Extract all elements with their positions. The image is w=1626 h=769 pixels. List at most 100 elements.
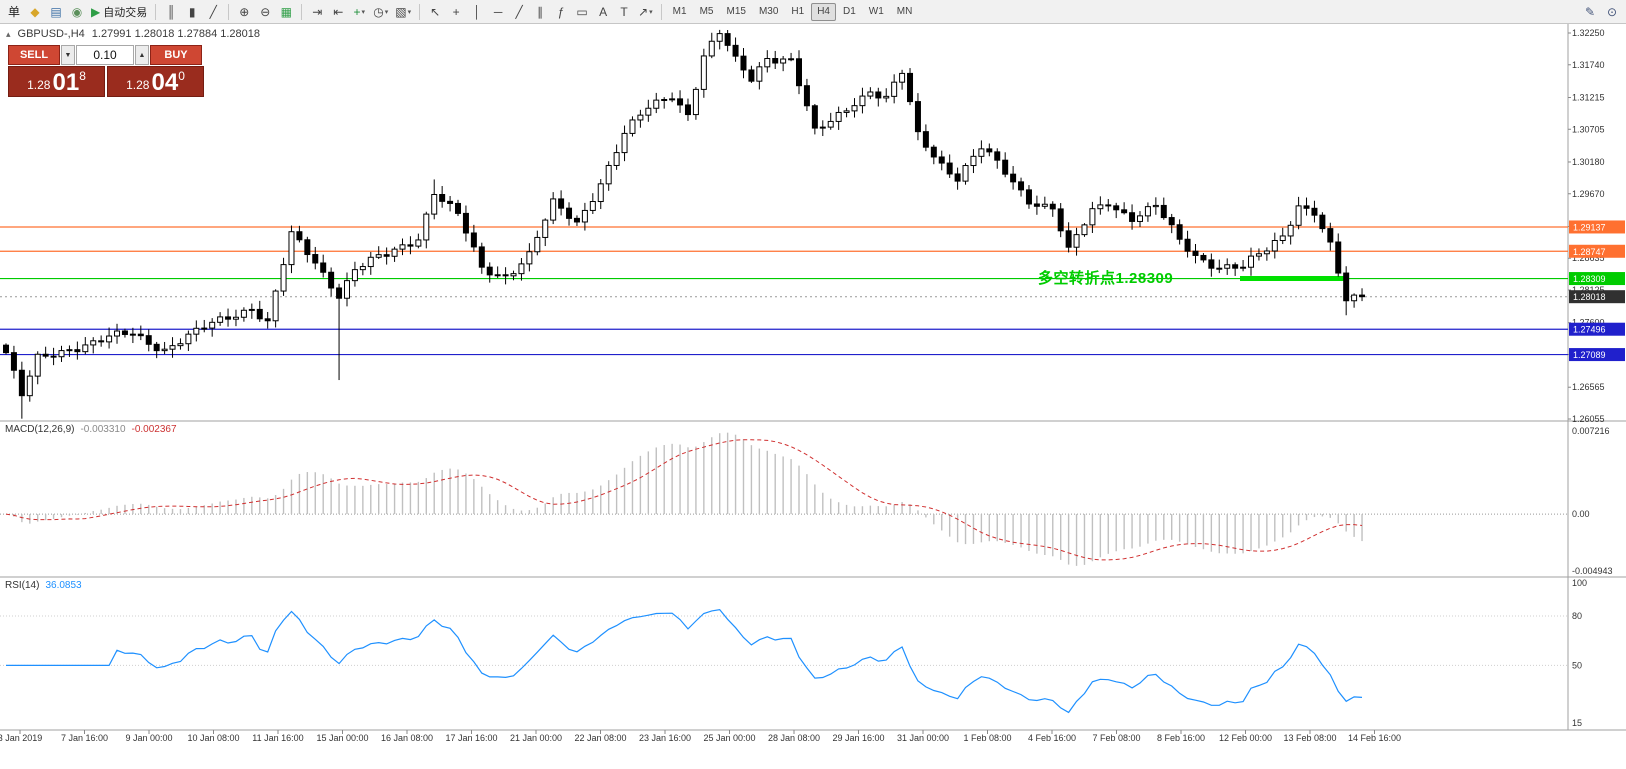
candlestick-chart-icon[interactable]: ▮ bbox=[182, 2, 202, 22]
candle-body bbox=[423, 213, 430, 241]
navigator-icon[interactable]: ◉ bbox=[67, 2, 87, 22]
candle-body bbox=[82, 344, 89, 353]
candle-body bbox=[597, 183, 604, 203]
text-label-icon[interactable]: T bbox=[614, 2, 634, 22]
chevron-down-icon[interactable]: ▾ bbox=[384, 8, 389, 16]
macd-signal-line bbox=[5, 439, 1363, 561]
candle-body bbox=[1271, 239, 1278, 252]
vertical-line-icon[interactable]: │ bbox=[467, 2, 487, 22]
timeframe-m15-button[interactable]: M15 bbox=[726, 6, 746, 17]
candle-body bbox=[748, 69, 755, 82]
bar-chart-icon[interactable]: ║ bbox=[161, 2, 181, 22]
chevron-down-icon[interactable]: ▾ bbox=[361, 8, 365, 16]
shapes-icon[interactable]: ▭ bbox=[572, 2, 592, 22]
candle-body bbox=[1319, 214, 1326, 230]
timeframe-m5-button[interactable]: M5 bbox=[699, 6, 714, 17]
line-chart-icon[interactable]: ╱ bbox=[203, 2, 223, 22]
chart-canvas[interactable]: 1.32250 1.31740 1.31215 1.30705 1.30180 1.296… bbox=[0, 24, 1626, 769]
fibonacci-icon[interactable]: ƒ bbox=[551, 2, 571, 22]
candle-body bbox=[692, 88, 699, 116]
candle-body bbox=[478, 246, 485, 268]
search-icon[interactable]: ⊙ bbox=[1602, 2, 1622, 22]
sell-button[interactable]: SELL bbox=[8, 45, 60, 65]
market-watch-icon[interactable]: ▤ bbox=[46, 2, 66, 22]
chevron-down-icon[interactable]: ▾ bbox=[649, 8, 653, 16]
horizontal-line-icon[interactable]: ─ bbox=[488, 2, 508, 22]
order-toggle-button-glyph: 单 bbox=[7, 4, 20, 19]
timeframe-h4-button[interactable]: H4 bbox=[811, 2, 836, 21]
candle-body bbox=[264, 318, 271, 322]
chart-shift-icon[interactable]: ⇤ bbox=[328, 2, 348, 22]
channel-icon[interactable]: ∥ bbox=[530, 2, 550, 22]
timeframe-m1-button[interactable]: M1 bbox=[672, 6, 687, 17]
candle-body bbox=[1176, 224, 1183, 240]
order-toggle-button[interactable]: 单 bbox=[4, 2, 24, 22]
zoom-in-icon-glyph: ⊕ bbox=[239, 4, 250, 19]
text-icon[interactable]: A bbox=[593, 2, 613, 22]
chart-ohlc-values: 1.27991 1.28018 1.27884 1.28018 bbox=[91, 28, 260, 40]
crosshair-icon[interactable]: + bbox=[446, 2, 466, 22]
trade-panel-collapse-icon[interactable]: ▴ bbox=[6, 28, 11, 39]
turning-point-annotation[interactable]: 多空转折点1.28309 bbox=[1038, 270, 1174, 287]
candle-body bbox=[1248, 255, 1255, 268]
price-axis-tick: 1.30180 bbox=[1572, 157, 1605, 167]
timeframe-w1-button[interactable]: W1 bbox=[868, 6, 884, 17]
auto-scroll-icon[interactable]: ⇥ bbox=[307, 2, 327, 22]
candle-body bbox=[145, 335, 152, 345]
macd-axis-label: 0.00 bbox=[1572, 509, 1590, 519]
cursor-icon[interactable]: ↖ bbox=[425, 2, 445, 22]
templates-icon[interactable]: ▧ ▾ bbox=[392, 2, 414, 22]
candle-body bbox=[26, 375, 33, 397]
price-axis-tick: 1.32250 bbox=[1572, 28, 1605, 38]
sell-price-display[interactable]: 1.28 01 8 bbox=[8, 66, 105, 97]
tile-windows-icon[interactable]: ▦ bbox=[276, 2, 296, 22]
candle-body bbox=[708, 40, 715, 57]
buy-price-pip: 0 bbox=[178, 69, 185, 83]
candle-body bbox=[1168, 217, 1175, 226]
buy-button[interactable]: BUY bbox=[150, 45, 202, 65]
trendline-icon[interactable]: ╱ bbox=[509, 2, 529, 22]
time-axis-label: 7 Jan 16:00 bbox=[61, 733, 108, 743]
candle-body bbox=[1121, 209, 1128, 214]
candle-body bbox=[684, 104, 691, 116]
candle-body bbox=[542, 219, 549, 238]
candle-body bbox=[566, 207, 573, 219]
time-axis-label: 7 Feb 08:00 bbox=[1092, 733, 1140, 743]
chart-region: 1.32250 1.31740 1.31215 1.30705 1.30180 1.296… bbox=[0, 24, 1626, 769]
candle-body bbox=[1113, 205, 1120, 211]
timeframe-d1-button[interactable]: D1 bbox=[842, 6, 856, 17]
candle-body bbox=[796, 58, 802, 87]
buy-price-display[interactable]: 1.28 04 0 bbox=[107, 66, 204, 97]
chevron-down-icon[interactable]: ▾ bbox=[407, 8, 412, 16]
volume-up-stepper[interactable]: ▲ bbox=[135, 45, 149, 65]
volume-input[interactable] bbox=[76, 45, 134, 65]
candle-body bbox=[129, 333, 136, 336]
candle-body bbox=[677, 98, 684, 106]
candle-body bbox=[1295, 205, 1302, 226]
candle-body bbox=[34, 353, 41, 377]
candle-body bbox=[225, 316, 232, 320]
autotrading-button[interactable]: ▶ 自动交易 bbox=[88, 2, 150, 22]
timeframe-mn-button[interactable]: MN bbox=[896, 6, 913, 17]
candle-body bbox=[280, 264, 287, 292]
edit-icon[interactable]: ✎ bbox=[1580, 2, 1600, 22]
price-tag-1.27089 bbox=[1569, 348, 1625, 362]
indicators-icon[interactable]: + ▾ bbox=[349, 2, 369, 22]
timeframe-m30-button[interactable]: M30 bbox=[758, 6, 779, 17]
volume-down-stepper[interactable]: ▼ bbox=[61, 45, 75, 65]
new-order-icon[interactable]: ◆ bbox=[25, 2, 45, 22]
candle-body bbox=[256, 308, 263, 320]
periods-icon[interactable]: ◷ ▾ bbox=[370, 2, 391, 22]
toolbar-right-group: ✎ ⊙ bbox=[1580, 2, 1622, 22]
timeframe-h1-button[interactable]: H1 bbox=[791, 6, 805, 17]
candle-body bbox=[922, 131, 929, 148]
candle-body bbox=[1311, 207, 1318, 216]
zoom-out-icon[interactable]: ⊖ bbox=[255, 2, 275, 22]
arrows-icon[interactable]: ↗ ▾ bbox=[635, 2, 656, 22]
time-axis-label: 21 Jan 00:00 bbox=[510, 733, 562, 743]
candle-body bbox=[835, 111, 842, 122]
macd-axis-label: -0.004943 bbox=[1572, 566, 1613, 576]
zoom-in-icon[interactable]: ⊕ bbox=[234, 2, 254, 22]
zoom-out-icon-glyph: ⊖ bbox=[260, 4, 271, 19]
time-axis-label: 28 Jan 08:00 bbox=[768, 733, 820, 743]
